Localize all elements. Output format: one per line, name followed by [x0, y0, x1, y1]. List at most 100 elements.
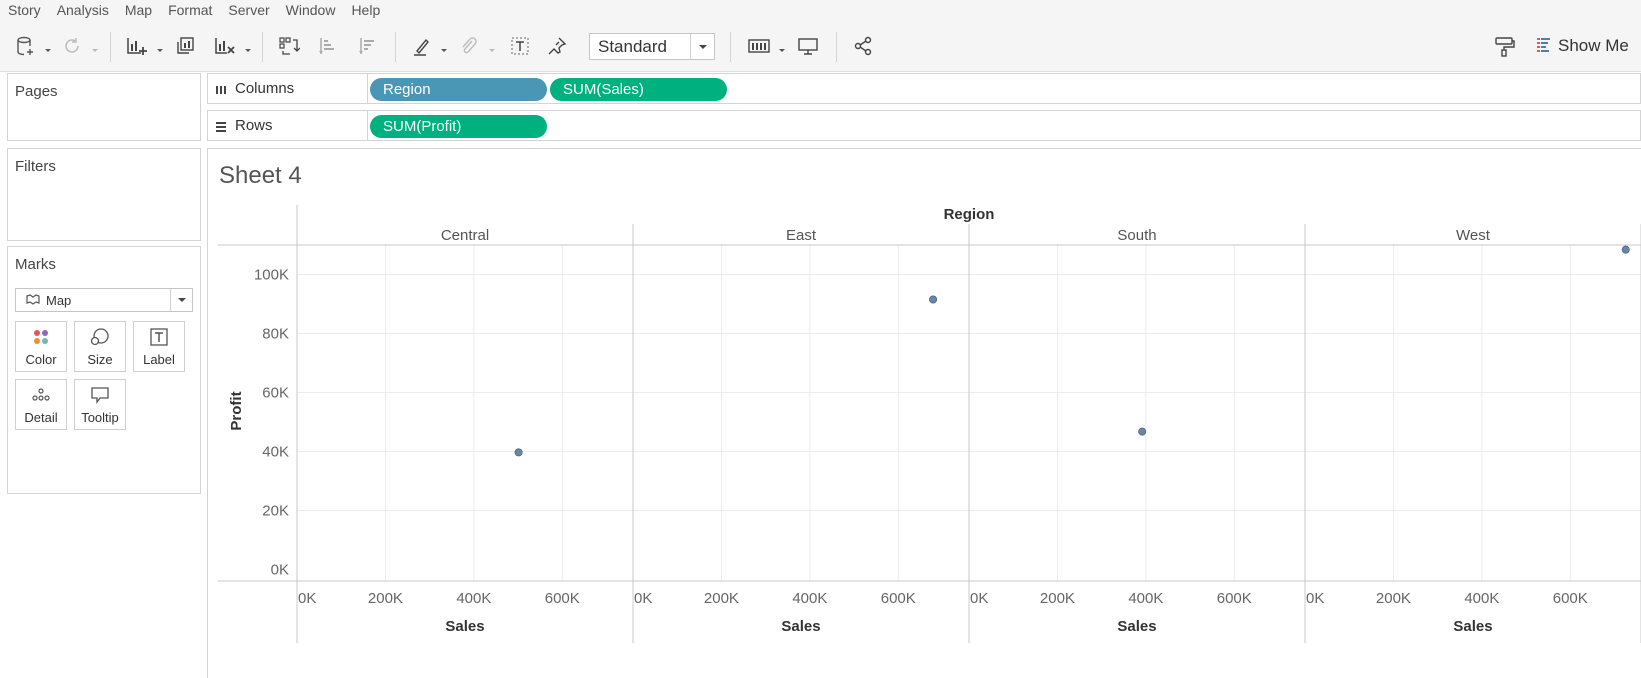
region-header: South	[1117, 227, 1156, 244]
label-label: Label	[143, 352, 175, 367]
x-tick-label: 400K	[1464, 590, 1499, 607]
menu-window[interactable]: Window	[285, 2, 336, 18]
toolbar-divider	[110, 32, 111, 62]
menu-map[interactable]: Map	[124, 2, 153, 18]
x-tick-label: 200K	[368, 590, 403, 607]
rows-shelf[interactable]: Rows SUM(Profit)	[207, 110, 1641, 141]
chevron-down-icon[interactable]	[440, 42, 448, 52]
toolbar-divider	[836, 32, 837, 62]
header-title: Region	[944, 206, 995, 223]
sort-ascending-icon[interactable]	[316, 34, 340, 58]
region-header: East	[786, 227, 817, 244]
label-icon	[149, 326, 169, 348]
x-tick-label: 600K	[545, 590, 580, 607]
x-tick-label: 600K	[1217, 590, 1252, 607]
chevron-down-icon[interactable]	[690, 34, 714, 59]
toolbar-divider	[730, 32, 731, 62]
x-axis-label: Sales	[1117, 618, 1156, 635]
clear-sheet-icon[interactable]	[212, 34, 238, 58]
new-data-source-icon[interactable]	[14, 34, 38, 58]
pages-card[interactable]: Pages	[7, 73, 201, 141]
chevron-down-icon[interactable]	[488, 42, 496, 52]
duplicate-sheet-icon[interactable]	[172, 34, 198, 58]
tooltip-button[interactable]: Tooltip	[74, 379, 126, 430]
menu-help[interactable]: Help	[351, 2, 381, 18]
filters-title: Filters	[15, 158, 56, 175]
mark-type-select[interactable]: Map	[15, 288, 193, 312]
color-button[interactable]: Color	[15, 321, 67, 372]
chevron-down-icon[interactable]	[778, 42, 786, 52]
x-tick-label: 400K	[456, 590, 491, 607]
detail-label: Detail	[24, 410, 58, 425]
chevron-down-icon[interactable]	[44, 42, 52, 52]
refresh-icon[interactable]	[60, 34, 84, 58]
fit-select-value: Standard	[598, 36, 667, 56]
rows-shelf-label: Rows	[235, 117, 273, 134]
x-axis-label: Sales	[1453, 618, 1492, 635]
menu-format[interactable]: Format	[168, 2, 213, 18]
menu-server[interactable]: Server	[228, 2, 270, 18]
show-mark-labels-icon[interactable]	[508, 34, 532, 58]
swap-rows-columns-icon[interactable]	[276, 34, 302, 58]
map-icon	[26, 293, 40, 308]
chevron-down-icon[interactable]	[91, 42, 99, 52]
x-tick-label: 200K	[1376, 590, 1411, 607]
columns-shelf[interactable]: Columns Region SUM(Sales)	[207, 73, 1641, 104]
rows-icon	[215, 120, 227, 132]
data-point[interactable]	[1621, 245, 1630, 254]
region-header: West	[1456, 227, 1491, 244]
label-button[interactable]: Label	[133, 321, 185, 372]
detail-button[interactable]: Detail	[15, 379, 67, 430]
group-members-icon[interactable]	[456, 34, 480, 58]
y-tick-label: 100K	[254, 266, 289, 283]
region-header: Central	[441, 227, 489, 244]
sum-profit-pill[interactable]: SUM(Profit)	[370, 115, 547, 138]
show-me-label: Show Me	[1558, 36, 1629, 55]
highlight-icon[interactable]	[410, 34, 434, 58]
y-tick-label: 20K	[262, 502, 289, 519]
menu-analysis[interactable]: Analysis	[56, 2, 109, 18]
x-tick-label: 200K	[704, 590, 739, 607]
x-tick-label: 600K	[1553, 590, 1588, 607]
fix-axes-pin-icon[interactable]	[545, 34, 569, 58]
x-tick-label: 0K	[1306, 590, 1324, 607]
toolbar: Standard Show Me	[0, 20, 1641, 72]
columns-icon	[215, 83, 227, 95]
sort-descending-icon[interactable]	[356, 34, 380, 58]
x-tick-label: 0K	[970, 590, 988, 607]
chevron-down-icon[interactable]	[170, 289, 192, 311]
tooltip-icon	[90, 384, 110, 406]
fit-select[interactable]: Standard	[589, 33, 715, 60]
data-point[interactable]	[929, 295, 938, 304]
share-icon[interactable]	[851, 34, 875, 58]
new-worksheet-icon[interactable]	[124, 34, 150, 58]
size-button[interactable]: Size	[74, 321, 126, 372]
format-workbook-icon[interactable]	[1491, 34, 1517, 58]
worksheet-canvas	[207, 148, 1641, 678]
show-me-button[interactable]: Show Me	[1536, 34, 1629, 58]
show-me-icon	[1536, 36, 1552, 57]
pages-title: Pages	[15, 83, 58, 100]
x-tick-label: 600K	[881, 590, 916, 607]
menu-story[interactable]: Story	[8, 2, 41, 18]
show-cards-icon[interactable]	[746, 34, 772, 58]
chevron-down-icon[interactable]	[156, 42, 164, 52]
y-axis-label: Profit	[228, 391, 245, 430]
data-point[interactable]	[514, 448, 523, 457]
region-pill[interactable]: Region	[370, 78, 547, 101]
filters-card[interactable]: Filters	[7, 148, 201, 241]
data-point[interactable]	[1138, 427, 1147, 436]
y-tick-label: 40K	[262, 443, 289, 460]
size-icon	[90, 326, 110, 348]
presentation-mode-icon[interactable]	[796, 34, 820, 58]
y-tick-label: 60K	[262, 384, 289, 401]
x-tick-label: 400K	[792, 590, 827, 607]
marks-card: Marks Map Color Size Label Detail Toolti…	[7, 246, 201, 494]
sum-sales-pill[interactable]: SUM(Sales)	[550, 78, 727, 101]
x-tick-label: 400K	[1128, 590, 1163, 607]
sheet-title[interactable]: Sheet 4	[219, 162, 302, 189]
x-tick-label: 0K	[634, 590, 652, 607]
color-icon	[32, 326, 50, 348]
chevron-down-icon[interactable]	[244, 42, 252, 52]
